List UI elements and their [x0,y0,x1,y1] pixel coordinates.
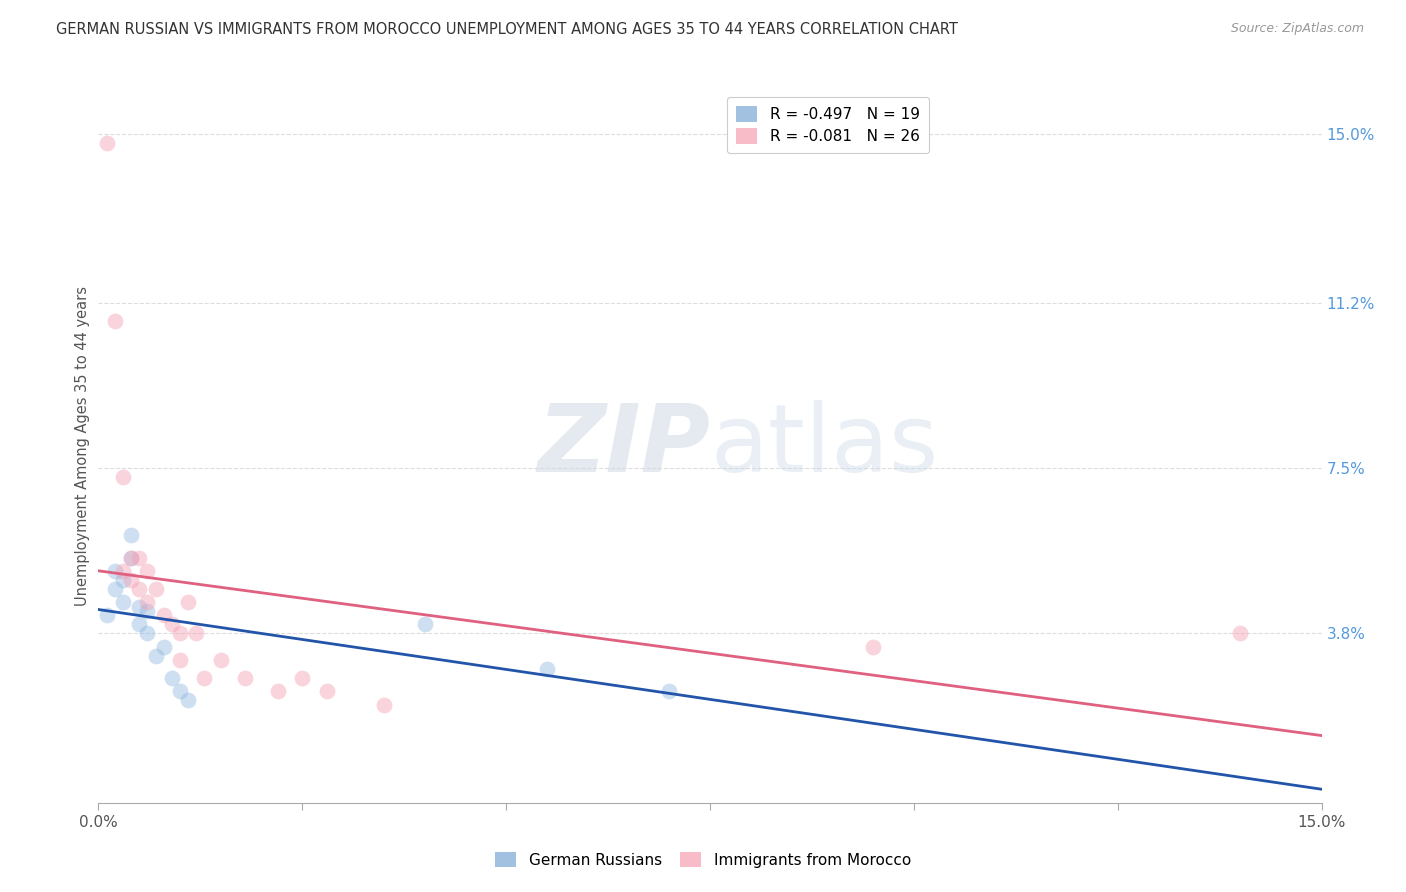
Point [128,550,150,565]
Text: Source: ZipAtlas.com: Source: ZipAtlas.com [1230,22,1364,36]
Point [177,595,200,609]
Text: atlas: atlas [710,400,938,492]
Point [152,608,174,623]
Point [160,617,183,632]
Point [120,550,142,565]
Point [169,626,191,640]
Legend: R = -0.497   N = 19, R = -0.081   N = 26: R = -0.497 N = 19, R = -0.081 N = 26 [727,97,929,153]
Point [128,582,150,596]
Point [169,684,191,698]
Point [136,564,159,578]
Point [128,599,150,614]
Point [120,528,142,542]
Point [152,640,174,654]
Point [111,595,134,609]
Point [145,582,167,596]
Point [136,604,159,618]
Point [136,626,159,640]
Point [193,671,215,685]
Point [862,640,884,654]
Point [1229,626,1251,640]
Point [111,470,134,484]
Point [104,314,127,328]
Point [209,653,232,667]
Point [291,671,314,685]
Point [160,671,183,685]
Point [104,564,127,578]
Point [145,648,167,663]
Point [104,582,127,596]
Point [96,608,118,623]
Text: ZIP: ZIP [537,400,710,492]
Point [111,573,134,587]
Point [267,684,290,698]
Point [186,626,208,640]
Point [128,617,150,632]
Y-axis label: Unemployment Among Ages 35 to 44 years: Unemployment Among Ages 35 to 44 years [75,286,90,606]
Point [315,684,337,698]
Point [120,573,142,587]
Point [96,136,118,150]
Point [111,564,134,578]
Point [177,693,200,707]
Point [169,653,191,667]
Point [658,684,681,698]
Legend: German Russians, Immigrants from Morocco: German Russians, Immigrants from Morocco [488,844,918,875]
Point [536,662,558,676]
Point [233,671,256,685]
Point [136,595,159,609]
Text: GERMAN RUSSIAN VS IMMIGRANTS FROM MOROCCO UNEMPLOYMENT AMONG AGES 35 TO 44 YEARS: GERMAN RUSSIAN VS IMMIGRANTS FROM MOROCC… [56,22,957,37]
Point [120,550,142,565]
Point [373,698,395,712]
Point [413,617,436,632]
